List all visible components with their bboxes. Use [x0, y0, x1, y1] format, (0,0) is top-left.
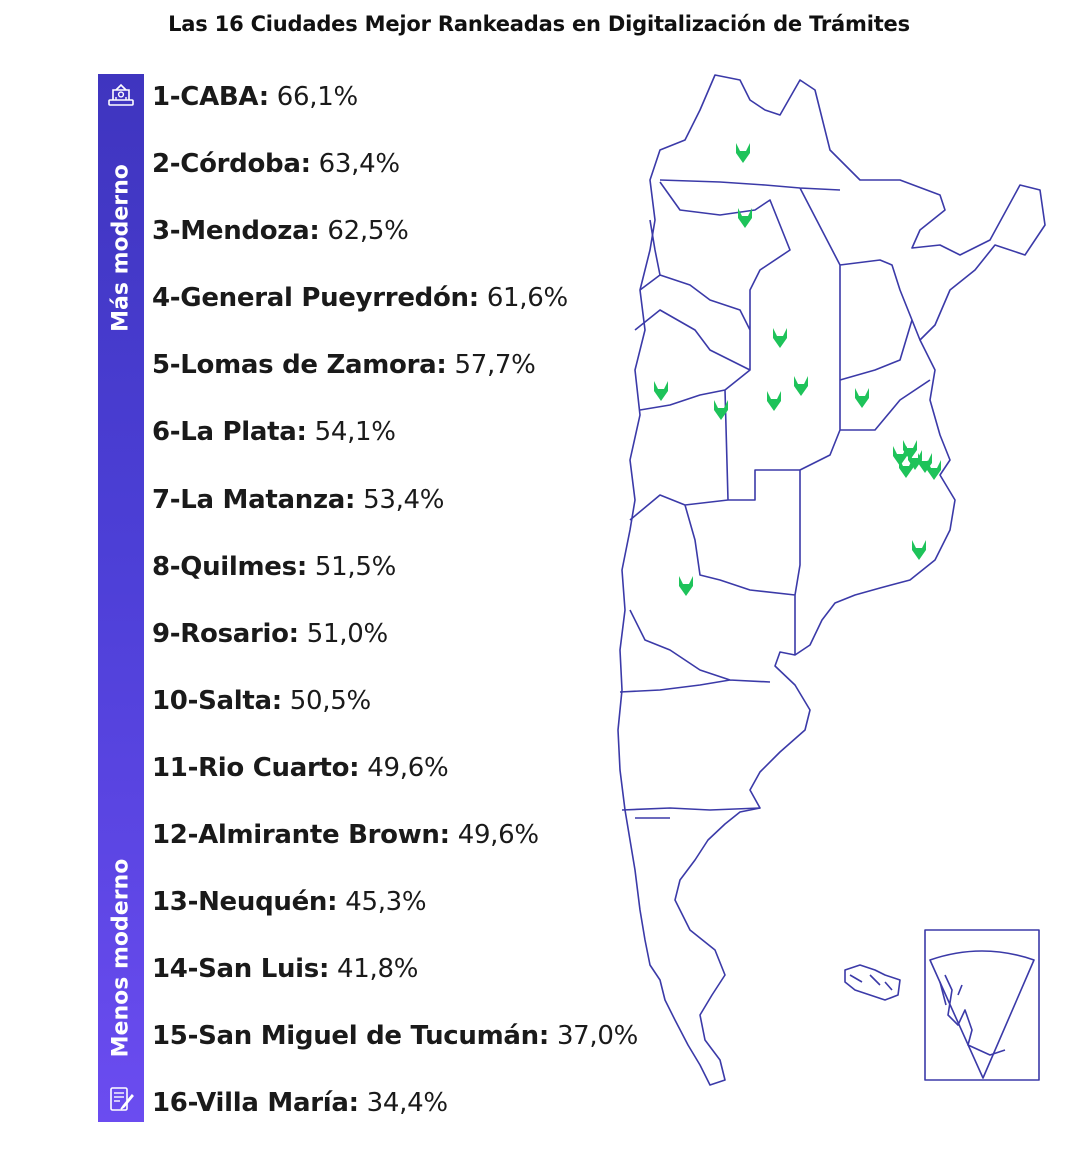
ranking-item: 11-Rio Cuarto: 49,6%	[152, 745, 638, 812]
map-pin-icon	[899, 458, 913, 478]
city-score: 49,6%	[367, 752, 449, 783]
city-name: 11-Rio Cuarto:	[152, 752, 360, 783]
city-name: 2-Córdoba:	[152, 149, 311, 180]
map-pin-icon	[927, 460, 941, 480]
city-name: 13-Neuquén:	[152, 887, 338, 918]
city-name: 8-Quilmes:	[152, 551, 307, 582]
city-name: 12-Almirante Brown:	[152, 820, 450, 851]
ranking-item: 7-La Matanza: 53,4%	[152, 477, 638, 544]
city-name: 3-Mendoza:	[152, 216, 320, 247]
city-name: 16-Villa María:	[152, 1088, 359, 1119]
digital-building-icon	[108, 83, 134, 106]
map-pin-icon	[912, 540, 926, 560]
map-pin-icon	[714, 400, 728, 420]
city-score: 37,0%	[556, 1021, 639, 1052]
city-name: 1-CABA:	[152, 82, 269, 112]
city-score: 51,5%	[314, 551, 396, 582]
city-name: 5-Lomas de Zamora:	[152, 350, 447, 381]
map-pin-icon	[855, 388, 869, 408]
city-name: 4-General Pueyrredón:	[152, 283, 479, 314]
ranking-item: 12-Almirante Brown: 49,6%	[152, 812, 638, 879]
map-pin-icon	[794, 376, 808, 396]
argentina-map	[617, 74, 1046, 1086]
city-name: 10-Salta:	[152, 685, 282, 716]
city-markers	[654, 143, 941, 596]
ranking-item: 13-Neuquén: 45,3%	[152, 879, 638, 946]
city-score: 66,1%	[276, 82, 358, 112]
city-score: 63,4%	[318, 149, 400, 180]
ranking-item: 15-San Miguel de Tucumán: 37,0%	[152, 1013, 638, 1080]
city-score: 49,6%	[457, 820, 539, 851]
map-pin-icon	[736, 143, 750, 163]
ranking-item: 3-Mendoza: 62,5%	[152, 208, 638, 275]
paper-form-icon	[110, 1087, 134, 1111]
map-pin-icon	[679, 576, 693, 596]
ranking-item: 9-Rosario: 51,0%	[152, 611, 638, 678]
modernity-scale-bar: Más moderno Menos moderno	[98, 74, 144, 1122]
city-score: 57,7%	[454, 350, 536, 381]
ranking-item: 14-San Luis: 41,8%	[152, 946, 638, 1013]
city-score: 54,1%	[314, 417, 396, 448]
ranking-item: 2-Córdoba: 63,4%	[152, 141, 638, 208]
province-borders	[619, 179, 931, 819]
ranking-item: 1-CABA: 66,1%	[152, 74, 638, 141]
page-title: Las 16 Ciudades Mejor Rankeadas en Digit…	[168, 12, 910, 36]
city-score: 45,3%	[345, 887, 427, 918]
country-outline	[617, 74, 1046, 1086]
city-name: 14-San Luis:	[152, 954, 330, 985]
map-pin-icon	[773, 328, 787, 348]
ranking-item: 6-La Plata: 54,1%	[152, 409, 638, 476]
city-score: 34,4%	[366, 1088, 448, 1119]
city-score: 51,0%	[306, 618, 388, 649]
ranking-item: 5-Lomas de Zamora: 57,7%	[152, 342, 638, 409]
city-score: 41,8%	[337, 954, 419, 985]
city-name: 6-La Plata:	[152, 417, 307, 448]
ranking-item: 8-Quilmes: 51,5%	[152, 544, 638, 611]
ranking-item: 10-Salta: 50,5%	[152, 678, 638, 745]
map-pin-icon	[903, 440, 917, 460]
city-score: 62,5%	[327, 216, 409, 247]
scale-bottom-label: Menos moderno	[108, 858, 134, 1058]
islas-malvinas	[844, 964, 901, 1001]
map-pin-icon	[767, 391, 781, 411]
ranking-item: 4-General Pueyrredón: 61,6%	[152, 275, 638, 342]
map-pin-icon	[893, 446, 907, 466]
city-name: 9-Rosario:	[152, 618, 299, 649]
city-score: 50,5%	[289, 685, 371, 716]
city-name: 7-La Matanza:	[152, 484, 356, 515]
city-name: 15-San Miguel de Tucumán:	[152, 1021, 549, 1052]
ranking-item: 16-Villa María: 34,4%	[152, 1080, 638, 1147]
scale-top-label: Más moderno	[108, 164, 134, 332]
antarctica-inset	[924, 929, 1040, 1081]
city-score: 61,6%	[486, 283, 568, 314]
map-pin-icon	[654, 381, 668, 401]
city-ranking-list: 1-CABA: 66,1% 2-Córdoba: 63,4% 3-Mendoza: …	[152, 74, 638, 1148]
city-score: 53,4%	[363, 484, 445, 515]
map-pin-icon	[738, 208, 752, 228]
